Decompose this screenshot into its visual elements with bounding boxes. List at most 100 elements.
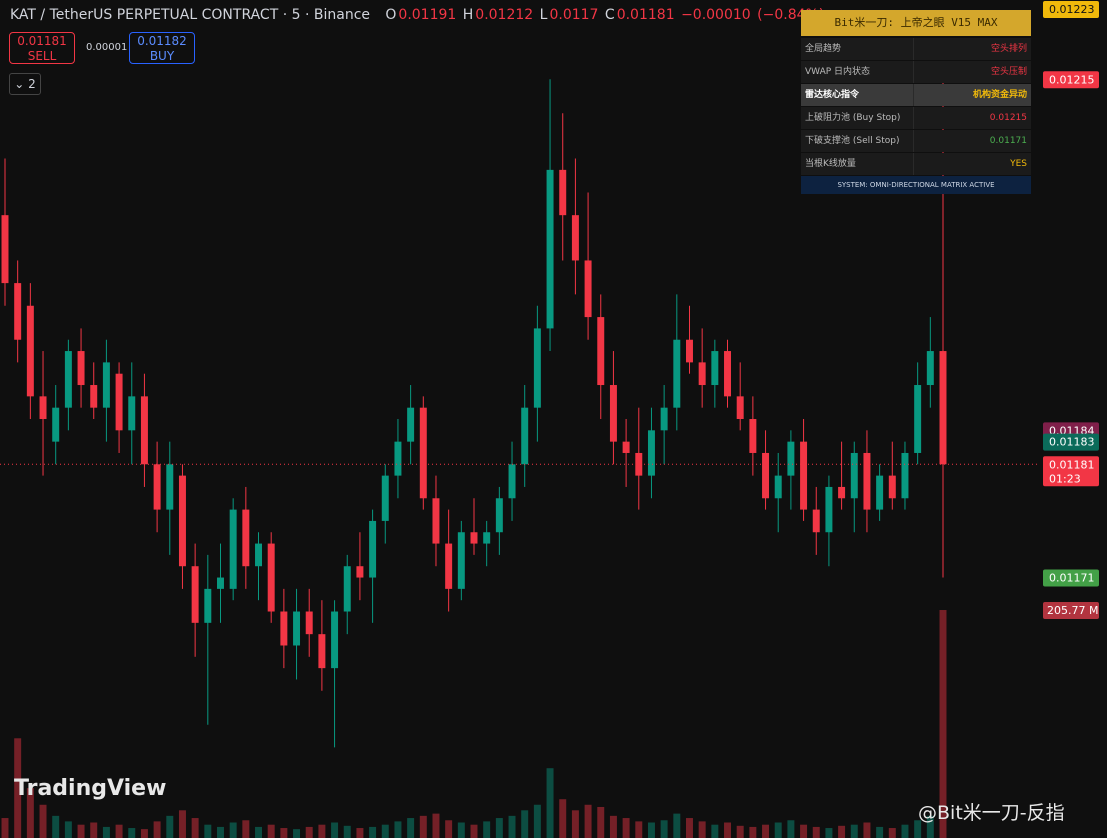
candle-body [686,339,693,363]
indicators-count: 2 [28,77,36,91]
ohlc-value: 0.01181 [616,7,675,23]
volume-bar [445,820,453,838]
volume-bar [597,806,605,838]
volume-bar [812,826,820,838]
volume-bar [711,824,719,838]
sell-label: SELL [27,49,57,63]
row-key: 雷达核心指令 [801,84,914,106]
countdown: 01:23 [1049,472,1081,485]
volume-bar [331,822,339,838]
indicators-toggle[interactable]: ⌄ 2 [9,73,41,95]
ohlc-value: 0.01212 [475,7,534,23]
candle-body [609,385,617,442]
spread: 0.00001 [86,42,128,53]
candle-body [407,407,415,442]
candle-body [140,396,148,465]
candle-body [1,215,9,284]
volume-bar [584,804,592,838]
candle-body [571,215,579,261]
volume-bar [660,820,668,838]
candle-body [533,328,541,408]
volume-bar [128,828,136,838]
volume-bar [508,815,516,838]
price-tag [1043,71,1099,89]
candle-body [64,351,72,408]
candle-body [559,169,567,216]
row-value: 空头排列 [990,44,1027,54]
candle-body [926,351,934,386]
volume-bar [280,828,288,838]
volume-bar [394,821,402,838]
buy-button[interactable]: 0.01182 BUY [129,32,195,64]
candle-body [622,441,630,453]
candle-body [901,452,909,499]
candle-body [457,532,465,589]
price-tag [1043,433,1099,451]
candle-body [166,464,174,510]
candle-body [635,452,643,476]
price-tag-label: 0.01215 [1049,73,1095,86]
volume-bar [178,810,186,838]
volume-bar [419,815,427,838]
volume-bar [939,610,947,838]
volume-bar [673,813,681,838]
volume-bar [318,824,326,838]
volume-bar [293,829,301,838]
volume-bar [356,828,364,838]
volume-bar [432,813,440,838]
volume-bar [229,822,237,838]
candle-body [381,475,389,521]
panel-row: VWAP 日内状态 空头压制 [801,61,1031,83]
volume-bar [533,804,541,838]
candle-body [90,385,98,408]
volume-bar [850,824,858,838]
panel-title: Bit米一刀: 上帝之眼 V15 MAX [801,10,1031,36]
candle-body [483,532,491,544]
candle-body [673,339,681,408]
panel-row: 雷达核心指令 机构资金异动 [801,84,1031,106]
row-value: 机构资金异动 [972,90,1027,100]
candle-body [888,475,896,499]
candle-body [242,509,250,567]
price-tag-label: 0.01183 [1049,436,1095,449]
volume-bar [559,799,567,838]
candle-body [178,475,186,567]
sell-button[interactable]: 0.01181 SELL [9,32,75,64]
volume-bar [457,822,465,838]
panel-row: 全局趋势 空头排列 [801,38,1031,60]
volume-bar [255,826,262,838]
volume-bar [14,738,22,838]
row-value: 0.01171 [989,136,1027,146]
volume-bar [901,824,909,838]
volume-bar [762,824,770,838]
volume-bar [787,820,795,838]
candle-body [343,566,351,612]
row-value: 空头压制 [990,67,1027,77]
volume-bar [166,815,174,838]
volume-bar [495,818,503,838]
volume-bar [736,825,744,838]
candle-body [863,452,871,510]
volume-bar [242,820,250,838]
ohlc-value: 0.0117 [549,7,599,23]
ohlc-key: L [539,7,548,23]
volume-bar [609,815,617,838]
volume-bar [217,826,224,838]
volume-bar [64,821,72,838]
candle-body [787,441,795,476]
candle-body [812,509,820,533]
volume-bar [698,821,706,838]
panel-row: 上破阻力池 (Buy Stop) 0.01215 [801,107,1031,129]
volume-bar [800,824,808,838]
candle-body [356,566,364,578]
candle-body [521,407,529,465]
volume-bar [52,815,60,838]
volume-tag-label: 205.77 M [1047,604,1098,617]
candle-body [508,464,516,499]
volume-bar [571,810,579,838]
volume-bar [407,818,415,838]
candle-body [115,373,123,431]
candle-body [774,475,782,499]
